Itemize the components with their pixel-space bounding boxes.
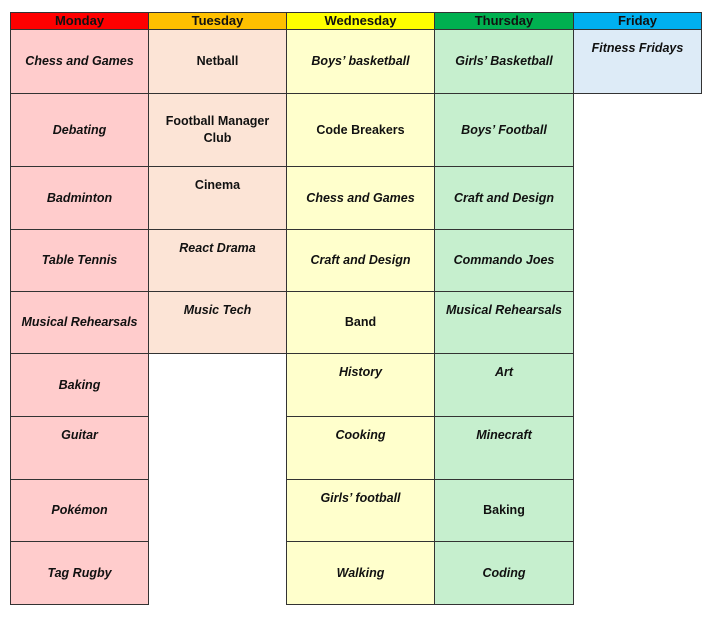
thursday-header: Thursday (434, 12, 574, 30)
tuesday-activity: Cinema (148, 167, 287, 230)
thursday-activity: Baking (434, 480, 574, 542)
monday-activity: Chess and Games (10, 30, 149, 94)
wednesday-activity: History (286, 354, 435, 417)
friday-header: Friday (573, 12, 702, 30)
wednesday-activity: Walking (286, 542, 435, 605)
friday-activity: Fitness Fridays (573, 30, 702, 94)
tuesday-activity: Football Manager Club (148, 94, 287, 167)
thursday-activity: Musical Rehearsals (434, 292, 574, 354)
thursday-activity: Art (434, 354, 574, 417)
wednesday-activity: Chess and Games (286, 167, 435, 230)
thursday-activity: Girls’ Basketball (434, 30, 574, 94)
tuesday-activity: Music Tech (148, 292, 287, 354)
thursday-activity: Commando Joes (434, 230, 574, 292)
thursday-activity: Craft and Design (434, 167, 574, 230)
thursday-activity: Boys’ Football (434, 94, 574, 167)
monday-activity: Badminton (10, 167, 149, 230)
wednesday-activity: Girls’ football (286, 480, 435, 542)
monday-header: Monday (10, 12, 149, 30)
wednesday-activity: Code Breakers (286, 94, 435, 167)
thursday-activity: Coding (434, 542, 574, 605)
wednesday-activity: Cooking (286, 417, 435, 480)
tuesday-header: Tuesday (148, 12, 287, 30)
monday-activity: Musical Rehearsals (10, 292, 149, 354)
wednesday-header: Wednesday (286, 12, 435, 30)
monday-activity: Guitar (10, 417, 149, 480)
wednesday-activity: Craft and Design (286, 230, 435, 292)
wednesday-activity: Boys’ basketball (286, 30, 435, 94)
monday-activity: Table Tennis (10, 230, 149, 292)
tuesday-activity: Netball (148, 30, 287, 94)
monday-activity: Debating (10, 94, 149, 167)
monday-activity: Pokémon (10, 480, 149, 542)
tuesday-activity: React Drama (148, 230, 287, 292)
monday-activity: Tag Rugby (10, 542, 149, 605)
wednesday-activity: Band (286, 292, 435, 354)
monday-activity: Baking (10, 354, 149, 417)
thursday-activity: Minecraft (434, 417, 574, 480)
